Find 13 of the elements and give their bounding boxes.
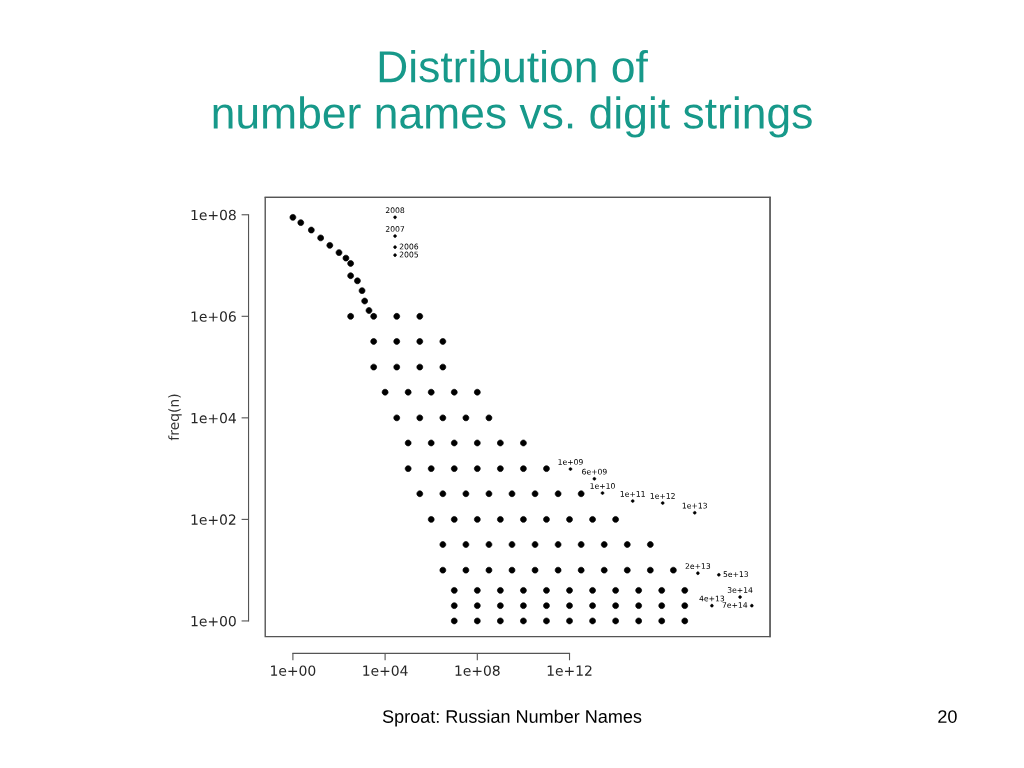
x-tick-label: 1e+08 xyxy=(455,665,500,676)
y-tick-label: 1e+04 xyxy=(191,412,236,424)
y-tick-label: 1e+02 xyxy=(191,514,236,525)
y-tick-label: 1e+00 xyxy=(191,615,236,627)
y-axis-title: freq(n) xyxy=(168,394,182,441)
y-tick-label: 1e+08 xyxy=(191,209,236,221)
x-tick-label: 1e+04 xyxy=(363,665,408,676)
chart-title: Distribution of number names vs. digit strings xyxy=(213,49,812,138)
x-tick-label: 1e+12 xyxy=(547,665,592,676)
y-tick-label: 1e+06 xyxy=(191,311,236,322)
x-tick-label: 1e+00 xyxy=(271,665,316,676)
text: 20 xyxy=(938,710,957,723)
text: Sproat: Russian Number Names xyxy=(382,709,642,727)
